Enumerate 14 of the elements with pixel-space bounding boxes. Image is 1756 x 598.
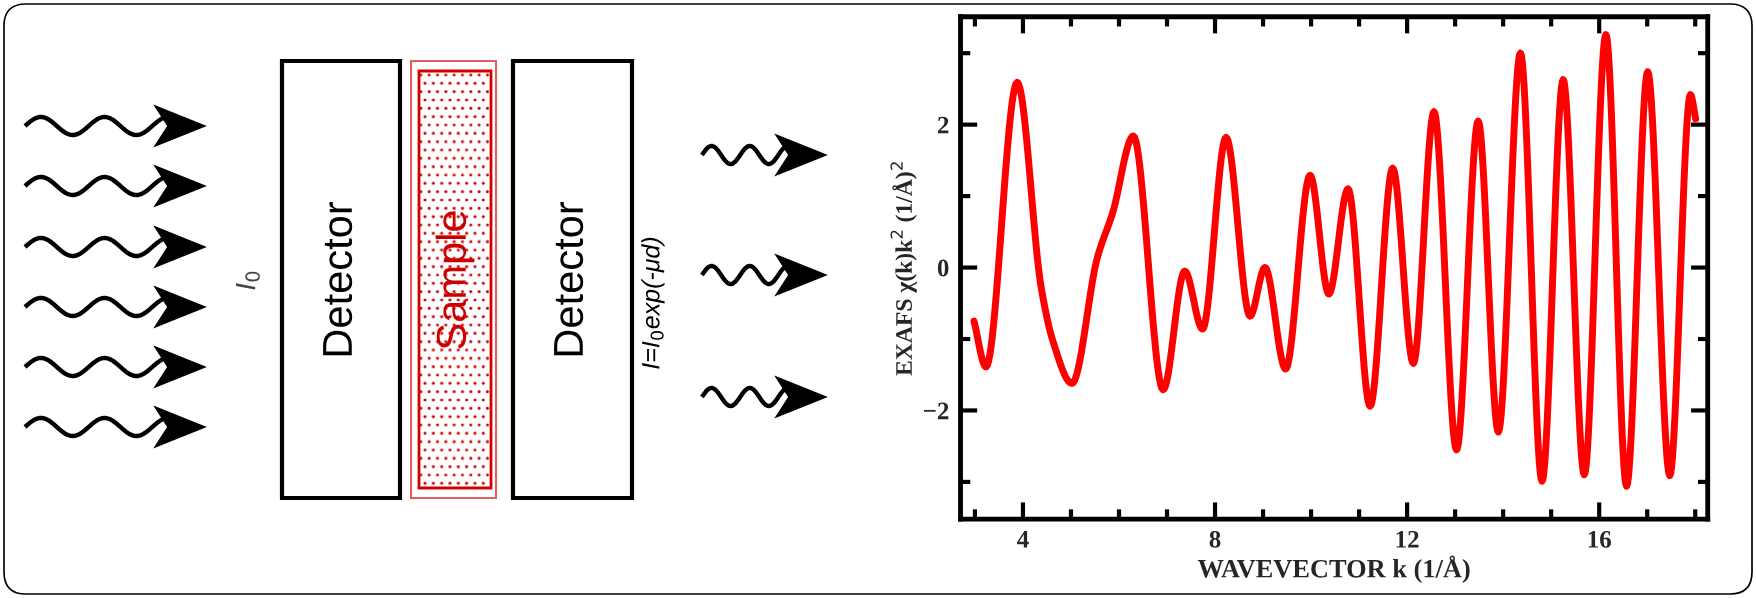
- text: I$_{0}$: [236, 271, 260, 290]
- x-axis-title: WAVEVECTOR k (1/Å): [1197, 555, 1470, 583]
- x-tick-label: 8: [1209, 530, 1221, 548]
- y-tick-label: −2: [924, 402, 949, 420]
- y-axis-title: EXAFS χ(k)k$^{2}$ (1/Å)$^{2}$: [890, 162, 917, 376]
- y-tick-label: 2: [937, 116, 949, 134]
- text: I=I$_{0}$exp(-μd): [641, 237, 665, 369]
- text: Sample: [435, 211, 475, 349]
- x-tick-label: 16: [1588, 530, 1611, 548]
- x-tick-label: 4: [1017, 531, 1029, 548]
- text: Detector: [554, 201, 584, 356]
- x-tick-label: 12: [1396, 530, 1419, 548]
- text: Detector: [323, 201, 353, 356]
- y-tick-label: 0: [937, 259, 949, 277]
